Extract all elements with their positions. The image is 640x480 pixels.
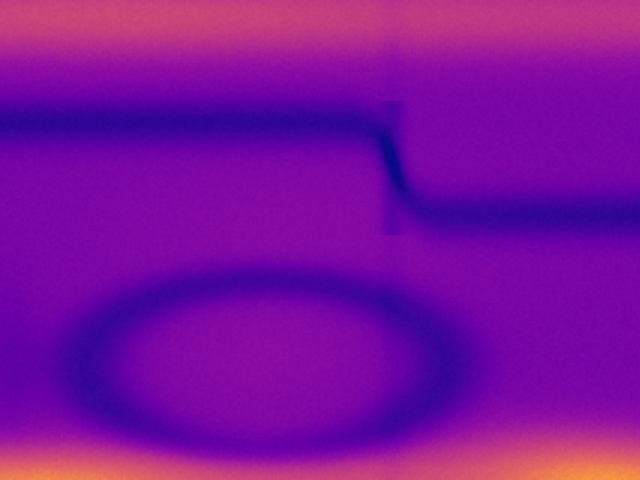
heatmap-canvas xyxy=(0,0,640,480)
heatmap-image xyxy=(0,0,640,480)
